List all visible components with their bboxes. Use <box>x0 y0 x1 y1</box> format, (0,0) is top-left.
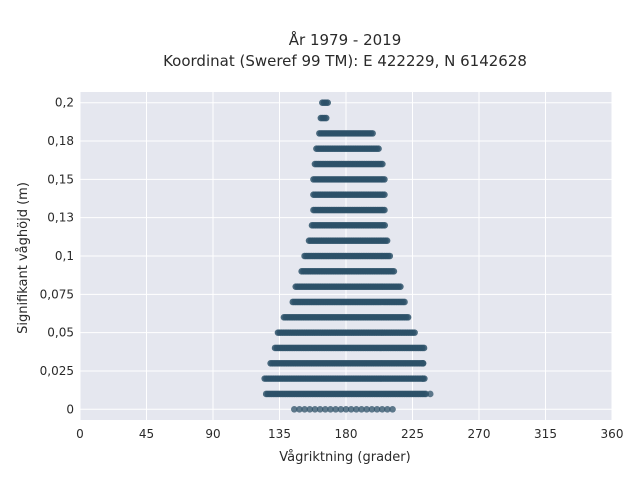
data-point <box>316 405 324 413</box>
data-point <box>378 405 386 413</box>
data-point <box>369 130 376 137</box>
data-point <box>404 314 412 321</box>
x-axis-label: Vågriktning (grader) <box>279 450 410 465</box>
data-point <box>389 405 396 413</box>
data-point <box>347 405 355 413</box>
y-tick-label: 0,05 <box>47 326 74 340</box>
y-tick-label: 0,13 <box>47 211 74 225</box>
data-point <box>358 405 365 413</box>
x-tick-label: 315 <box>534 427 557 441</box>
data-point <box>322 405 329 413</box>
data-point-outlier <box>426 390 434 398</box>
data-point <box>290 405 298 413</box>
data-point <box>381 206 388 214</box>
data-point <box>353 405 360 413</box>
x-tick-label: 270 <box>468 427 491 441</box>
data-point <box>397 283 404 290</box>
data-points <box>261 99 434 413</box>
data-point <box>342 405 350 413</box>
x-tick-label: 225 <box>401 427 424 441</box>
x-tick-label: 0 <box>76 427 84 441</box>
y-tick-label: 0,2 <box>55 96 74 110</box>
y-tick-label: 0,15 <box>47 172 74 186</box>
data-point <box>381 176 388 183</box>
data-point <box>324 99 331 107</box>
data-point <box>379 160 386 168</box>
data-point <box>296 405 303 413</box>
data-point <box>301 405 308 413</box>
y-tick-label: 0,025 <box>40 364 74 378</box>
data-point <box>381 191 388 198</box>
data-point-outlier <box>419 359 427 367</box>
data-point <box>390 268 398 275</box>
data-point <box>368 405 376 413</box>
x-axis-ticks: 0 45 90 135 180 225 270 315 360 <box>76 427 623 441</box>
x-tick-label: 180 <box>335 427 358 441</box>
y-axis-label: Signifikant våghöjd (m) <box>16 182 31 334</box>
x-tick-label: 45 <box>139 427 154 441</box>
y-tick-label: 0,1 <box>55 249 74 263</box>
x-tick-label: 90 <box>205 427 220 441</box>
chart-title-line-1: År 1979 - 2019 <box>289 30 402 49</box>
chart-title-line-2: Koordinat (Sweref 99 TM): E 422229, N 61… <box>163 52 527 70</box>
y-tick-label: 0,075 <box>40 287 74 301</box>
data-point <box>337 405 345 413</box>
data-point <box>384 405 391 413</box>
data-point <box>411 329 418 336</box>
data-point <box>322 114 330 122</box>
data-point <box>332 405 339 413</box>
data-point <box>327 405 334 413</box>
data-point <box>311 405 319 413</box>
data-point <box>386 252 394 260</box>
data-point <box>383 237 391 244</box>
data-point <box>306 405 314 413</box>
data-point <box>375 145 382 153</box>
data-point <box>401 298 408 306</box>
x-tick-label: 360 <box>601 427 624 441</box>
x-tick-label: 135 <box>268 427 291 441</box>
data-point <box>363 405 370 413</box>
data-point <box>420 344 428 352</box>
data-point-outlier <box>419 375 427 382</box>
y-axis-ticks: 0 0,025 0,05 0,075 0,1 0,13 0,15 0,18 0,2 <box>40 96 74 417</box>
y-tick-label: 0 <box>66 402 74 416</box>
data-point <box>373 405 381 413</box>
y-tick-label: 0,18 <box>47 134 74 148</box>
data-point <box>381 222 389 229</box>
